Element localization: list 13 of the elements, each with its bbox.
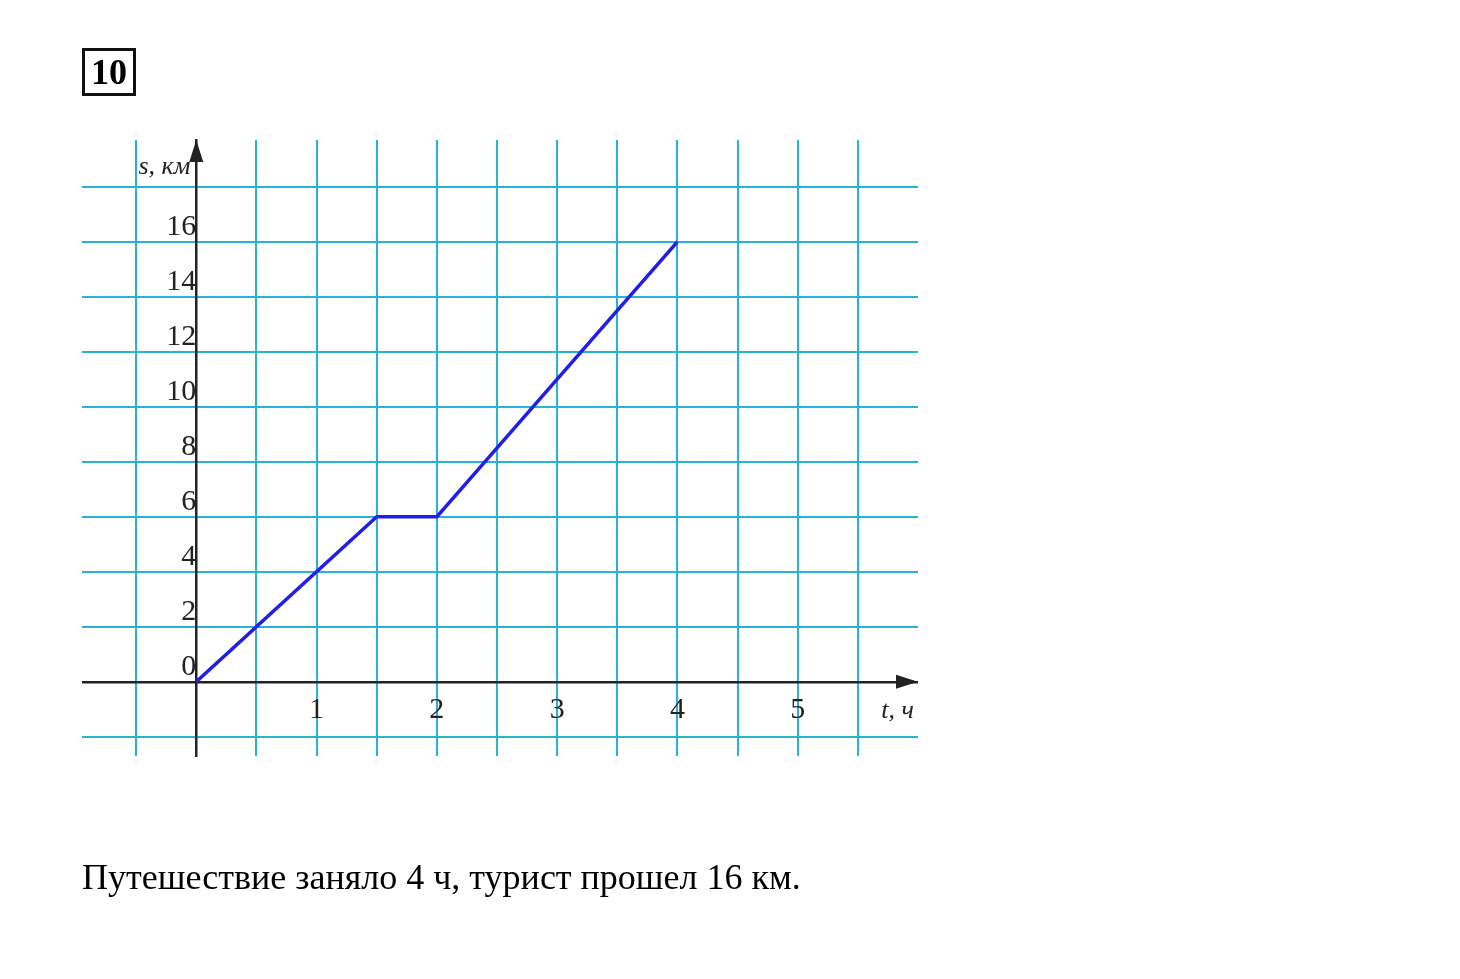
- y-tick-label: 0: [181, 647, 197, 681]
- y-tick-label: 12: [166, 317, 197, 351]
- y-tick-label: 16: [166, 207, 197, 241]
- y-tick-label: 6: [181, 482, 197, 516]
- x-axis-title: t, ч: [881, 695, 914, 725]
- y-tick-label: 14: [166, 262, 197, 296]
- y-axis-title: s, км: [138, 151, 191, 181]
- y-tick-label: 2: [181, 592, 197, 626]
- chart-title: 10: [82, 48, 136, 96]
- y-tick-label: 8: [181, 427, 197, 461]
- y-tick-label: 4: [181, 537, 197, 571]
- text: Путешествие заняло 4 ч, турист прошел 16 км.: [82, 856, 802, 898]
- y-tick-label: 10: [166, 372, 197, 406]
